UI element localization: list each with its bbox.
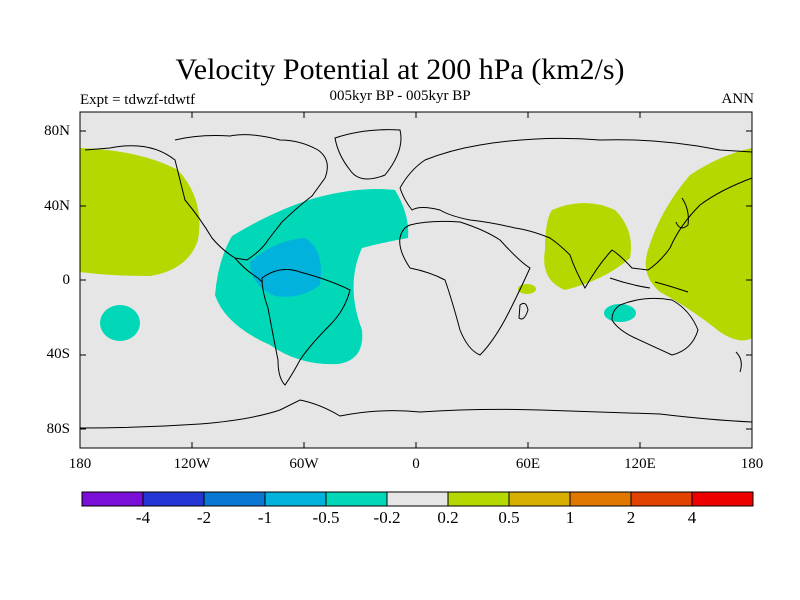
colorbar — [81, 491, 754, 507]
coastline-japan — [675, 197, 689, 229]
coastline-antarctica — [79, 399, 753, 429]
lon-tick-label: 0 — [412, 456, 420, 472]
chart-title: Velocity Potential at 200 hPa (km2/s) — [175, 53, 625, 86]
coastline-africa — [399, 220, 531, 356]
lon-tick-label: 120W — [173, 456, 211, 472]
lon-tick-label: 180 — [68, 456, 92, 472]
colorbar-swatch — [630, 491, 693, 507]
colorbar-label: 0.5 — [498, 508, 520, 527]
negative-region-indian-ocean — [604, 304, 636, 322]
lat-tick-label: 40S — [46, 346, 70, 362]
experiment-label: Expt = tdwzf-tdwtf — [80, 92, 196, 108]
colorbar-swatch — [447, 491, 510, 507]
lon-tick-label: 60W — [289, 456, 319, 472]
strong-negative-anomaly-regions — [250, 238, 321, 297]
lat-tick-label: 0 — [62, 272, 71, 288]
positive-region-africa-east — [518, 284, 536, 294]
positive-region-indian-asia — [544, 203, 631, 290]
coastline-europe-asia — [399, 137, 753, 290]
season-label: ANN — [721, 91, 755, 107]
colorbar-swatch — [203, 491, 266, 507]
coastline-north-america — [84, 134, 328, 261]
strong-negative-region-amazon — [250, 238, 321, 297]
coastline-central-america — [234, 257, 263, 283]
coastline-madagascar — [518, 302, 529, 320]
coastlines — [79, 129, 753, 429]
positive-region-north-pacific-east — [80, 148, 200, 276]
colorbar-label: -4 — [135, 508, 151, 527]
colorbar-label: 1 — [565, 508, 575, 527]
coastline-south-america — [261, 269, 351, 386]
colorbar-swatch — [264, 491, 327, 507]
colorbar-label: -2 — [196, 508, 212, 527]
coastline-new-zealand — [735, 351, 742, 373]
positive-anomaly-regions — [80, 148, 752, 341]
axis-ticks — [79, 112, 753, 448]
chart-subtitle: 005kyr BP - 005kyr BP — [329, 88, 471, 104]
lon-tick-label: 180 — [740, 456, 764, 472]
lon-tick-label: 60E — [515, 456, 541, 472]
coastline-maritime-continent — [609, 277, 689, 293]
positive-region-north-pacific-west — [645, 148, 752, 341]
map-ocean-background — [80, 112, 752, 448]
colorbar-label: -1 — [257, 508, 273, 527]
negative-region-south-pacific — [100, 305, 140, 341]
lat-tick-label: 40N — [44, 198, 70, 214]
colorbar-swatch — [386, 491, 449, 507]
lon-tick-label: 120E — [624, 456, 656, 472]
colorbar-swatch — [81, 491, 144, 507]
colorbar-swatch — [691, 491, 754, 507]
colorbar-label: -0.2 — [373, 508, 401, 527]
colorbar-label: 0.2 — [437, 508, 459, 527]
coastline-australia — [611, 297, 699, 356]
colorbar-label: 2 — [626, 508, 636, 527]
lat-tick-label: 80N — [44, 123, 70, 139]
coastline-greenland — [334, 129, 402, 180]
colorbar-label: 4 — [687, 508, 697, 527]
lat-tick-label: 80S — [46, 421, 70, 437]
colorbar-swatch — [508, 491, 571, 507]
colorbar-label: -0.5 — [312, 508, 340, 527]
colorbar-swatch — [325, 491, 388, 507]
colorbar-swatch — [142, 491, 205, 507]
colorbar-swatch — [569, 491, 632, 507]
